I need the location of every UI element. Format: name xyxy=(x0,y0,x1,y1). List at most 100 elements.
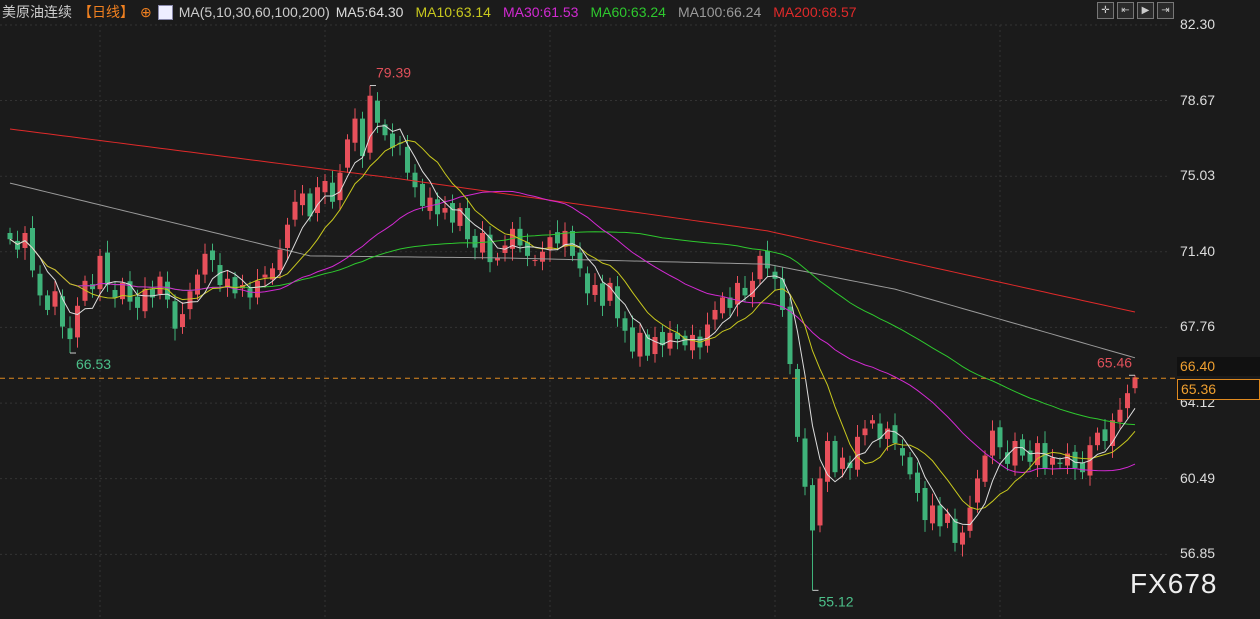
candle-body xyxy=(195,274,200,295)
candle-body xyxy=(382,124,388,136)
candle-body xyxy=(82,280,88,301)
candle-body xyxy=(577,252,583,269)
candle-body xyxy=(472,235,478,248)
candle-body xyxy=(832,441,838,473)
y-tick-label: 67.76 xyxy=(1180,318,1216,335)
candle-body xyxy=(337,172,343,201)
candle-body xyxy=(787,306,793,365)
candle-body xyxy=(802,438,808,487)
candle-body xyxy=(450,203,455,223)
candle-body xyxy=(202,253,208,275)
candle-body xyxy=(307,193,313,217)
candle-body xyxy=(457,208,463,226)
candle-body xyxy=(112,289,118,298)
price-annotation: 65.46 xyxy=(1097,354,1132,370)
price-annotation: 79.39 xyxy=(376,65,411,81)
play-icon[interactable]: ▶ xyxy=(1137,2,1154,19)
candle-body xyxy=(435,199,440,215)
ma-set-label: MA(5,10,30,60,100,200) xyxy=(178,4,330,20)
candle-body xyxy=(990,430,995,456)
candle-body xyxy=(52,291,58,307)
candle-body xyxy=(405,146,410,173)
candle-body xyxy=(652,337,658,355)
candle-body xyxy=(225,278,230,287)
ma-label: MA200:68.57 xyxy=(773,4,857,20)
candle-body xyxy=(75,305,80,338)
candle-body xyxy=(847,462,853,469)
candle-body xyxy=(1125,393,1130,409)
candle-body xyxy=(585,273,590,294)
y-tick-label: 56.85 xyxy=(1180,545,1216,562)
candle-body xyxy=(1042,443,1048,469)
candle-body xyxy=(142,289,148,312)
candle-body xyxy=(795,369,800,437)
candle-body xyxy=(150,289,155,298)
price-annotation: 55.12 xyxy=(819,593,854,609)
exit-icon[interactable]: ⇥ xyxy=(1157,2,1174,19)
candle-body xyxy=(660,332,665,346)
price-box-upper: 66.40 xyxy=(1177,357,1260,376)
candle-body xyxy=(487,234,493,263)
candle-body xyxy=(915,472,920,493)
candle-body xyxy=(1117,409,1123,422)
candle-body xyxy=(1057,462,1063,464)
candle-body xyxy=(562,230,568,247)
candle-body xyxy=(1132,377,1138,389)
candle-body xyxy=(630,327,635,352)
ma5-line xyxy=(9,125,1136,526)
candle-body xyxy=(172,301,178,329)
candle-body xyxy=(930,505,935,524)
candle-body xyxy=(165,281,170,300)
candle-body xyxy=(90,284,95,290)
candle-body xyxy=(412,172,418,188)
ma100-line xyxy=(9,182,1136,359)
candle-body xyxy=(180,314,185,328)
candle-body xyxy=(742,287,748,296)
candle-body xyxy=(7,233,13,240)
candle-body xyxy=(780,278,785,310)
candle-body xyxy=(690,334,695,351)
crosshair-icon[interactable]: ✛ xyxy=(1097,2,1114,19)
ma30-line xyxy=(9,190,1136,473)
candle-body xyxy=(547,237,553,251)
candle-body xyxy=(45,295,50,310)
candle-body xyxy=(870,420,875,424)
candle-body xyxy=(465,208,470,240)
candle-body xyxy=(270,268,275,280)
candle-body xyxy=(127,281,133,302)
candle-body xyxy=(420,183,425,206)
y-tick-label: 71.40 xyxy=(1180,242,1216,259)
candle-body xyxy=(967,507,973,531)
candle-body xyxy=(720,297,725,314)
candle-body xyxy=(60,296,65,327)
prev-icon[interactable]: ⇤ xyxy=(1117,2,1134,19)
candle-body xyxy=(712,309,718,320)
candle-body xyxy=(825,441,830,482)
candle-body xyxy=(1072,451,1078,469)
symbol-name: 美原油连续 xyxy=(2,4,72,20)
candle-body xyxy=(555,232,560,244)
candle-body xyxy=(330,182,335,202)
candle-body xyxy=(1005,452,1010,464)
last-price-box: 65.36 xyxy=(1177,379,1260,400)
ma-chart-icon[interactable] xyxy=(157,4,173,20)
candle-body xyxy=(600,283,605,306)
candle-body xyxy=(292,201,298,220)
candle-body xyxy=(1027,450,1033,462)
candle-body xyxy=(30,228,35,271)
candle-body xyxy=(375,100,380,123)
candle-body xyxy=(427,197,433,211)
target-icon[interactable]: ⊕ xyxy=(140,3,152,20)
candle-body xyxy=(390,133,395,148)
candle-body xyxy=(877,423,883,439)
candle-body xyxy=(67,328,73,340)
candle-body xyxy=(1095,432,1100,446)
candle-body xyxy=(592,285,598,295)
candle-body xyxy=(1102,429,1108,441)
candle-body xyxy=(442,208,448,213)
chart-header: 美原油连续 【日线】 ⊕ MA(5,10,30,60,100,200) MA5:… xyxy=(2,3,857,21)
period-label[interactable]: 【日线】 xyxy=(78,4,134,20)
candle-body xyxy=(817,478,823,526)
candle-body xyxy=(1065,453,1070,466)
